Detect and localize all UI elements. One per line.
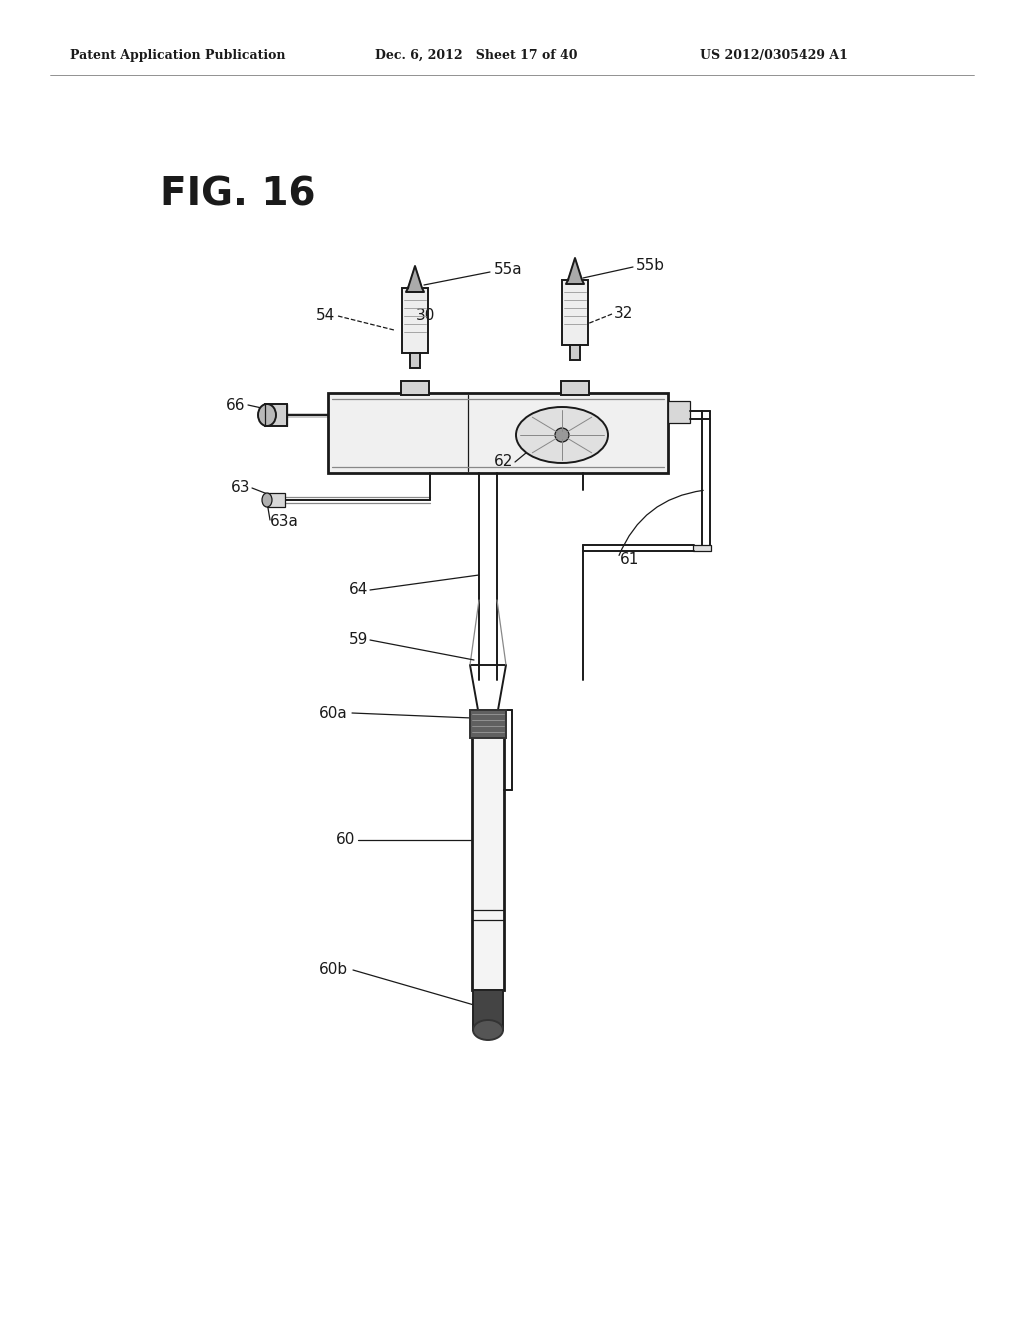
Bar (401, 381, 429, 395)
Text: 60b: 60b (318, 962, 348, 978)
Bar (402, 288, 428, 352)
Polygon shape (566, 257, 584, 284)
Text: 61: 61 (620, 553, 639, 568)
Text: 30: 30 (416, 309, 435, 323)
Bar (328, 393, 668, 473)
Text: 55b: 55b (636, 257, 665, 272)
Ellipse shape (555, 428, 569, 442)
Bar (470, 710, 506, 738)
Text: 54: 54 (315, 309, 335, 323)
Ellipse shape (258, 404, 276, 426)
Text: 64: 64 (348, 582, 368, 598)
Ellipse shape (516, 407, 608, 463)
Bar (265, 404, 287, 426)
Bar (473, 990, 503, 1030)
Text: 32: 32 (614, 306, 634, 322)
Bar (693, 545, 711, 550)
Bar (668, 401, 690, 422)
Bar (267, 492, 285, 507)
Ellipse shape (262, 492, 272, 507)
Bar (561, 381, 589, 395)
Polygon shape (406, 267, 424, 292)
Text: 60: 60 (336, 833, 355, 847)
Bar (472, 710, 504, 990)
Bar (562, 280, 588, 345)
Text: 63: 63 (230, 480, 250, 495)
Text: 62: 62 (494, 454, 513, 470)
Text: 63a: 63a (270, 515, 299, 529)
Bar (410, 352, 420, 368)
Text: US 2012/0305429 A1: US 2012/0305429 A1 (700, 49, 848, 62)
Text: 59: 59 (348, 632, 368, 648)
Text: 55a: 55a (494, 263, 522, 277)
Ellipse shape (473, 1020, 503, 1040)
Text: Patent Application Publication: Patent Application Publication (70, 49, 286, 62)
Bar (570, 345, 580, 360)
Text: 60a: 60a (319, 705, 348, 721)
Text: FIG. 16: FIG. 16 (160, 176, 315, 214)
Text: 66: 66 (225, 397, 245, 412)
Text: Dec. 6, 2012   Sheet 17 of 40: Dec. 6, 2012 Sheet 17 of 40 (375, 49, 578, 62)
